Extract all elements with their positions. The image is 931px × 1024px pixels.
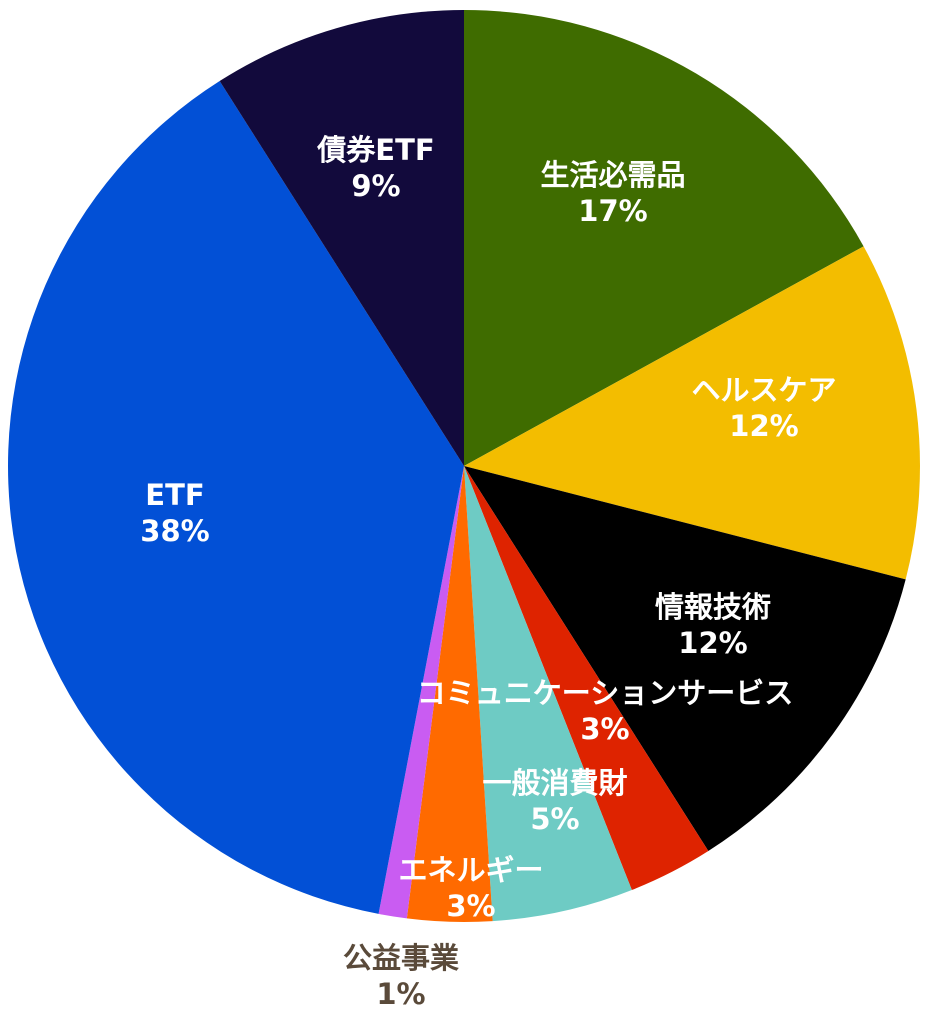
slice-percent-2: 12%	[729, 409, 798, 443]
slice-label-7: 公益事業	[343, 941, 459, 975]
pie-slice-3	[464, 466, 906, 852]
slice-percent-8: 38%	[140, 514, 209, 548]
slice-label-6: エネルギー	[398, 853, 543, 887]
pie-slice-4	[464, 466, 709, 890]
slice-label-8: ETF	[145, 478, 204, 512]
pie-slice-7	[378, 466, 464, 919]
slice-percent-7: 1%	[376, 977, 425, 1011]
slice-label-1: 生活必需品	[540, 158, 685, 192]
slice-percent-1: 17%	[578, 194, 647, 228]
slice-label-4: コミュニケーションサービス	[417, 676, 793, 710]
pie-slice-1	[464, 9, 864, 466]
pie-labels: 生活必需品17%ヘルスケア12%情報技術12%コミュニケーションサービス3%一般…	[140, 133, 836, 1011]
pie-slice-2	[464, 246, 920, 580]
slice-percent-3: 12%	[678, 626, 747, 660]
pie-slice-5	[464, 466, 632, 922]
slice-label-3: 情報技術	[655, 590, 771, 624]
pie-slice-8	[8, 80, 465, 914]
slice-label-2: ヘルスケア	[691, 373, 836, 407]
slice-percent-4: 3%	[580, 712, 629, 746]
pie-slice-6	[406, 466, 493, 922]
pie-slices	[8, 9, 920, 922]
pie-slice-9	[219, 10, 464, 466]
slice-percent-6: 3%	[446, 889, 495, 923]
slice-label-9: 債券ETF	[316, 133, 434, 167]
slice-label-5: 一般消費財	[482, 766, 627, 800]
slice-percent-9: 9%	[351, 169, 400, 203]
slice-percent-5: 5%	[530, 802, 579, 836]
